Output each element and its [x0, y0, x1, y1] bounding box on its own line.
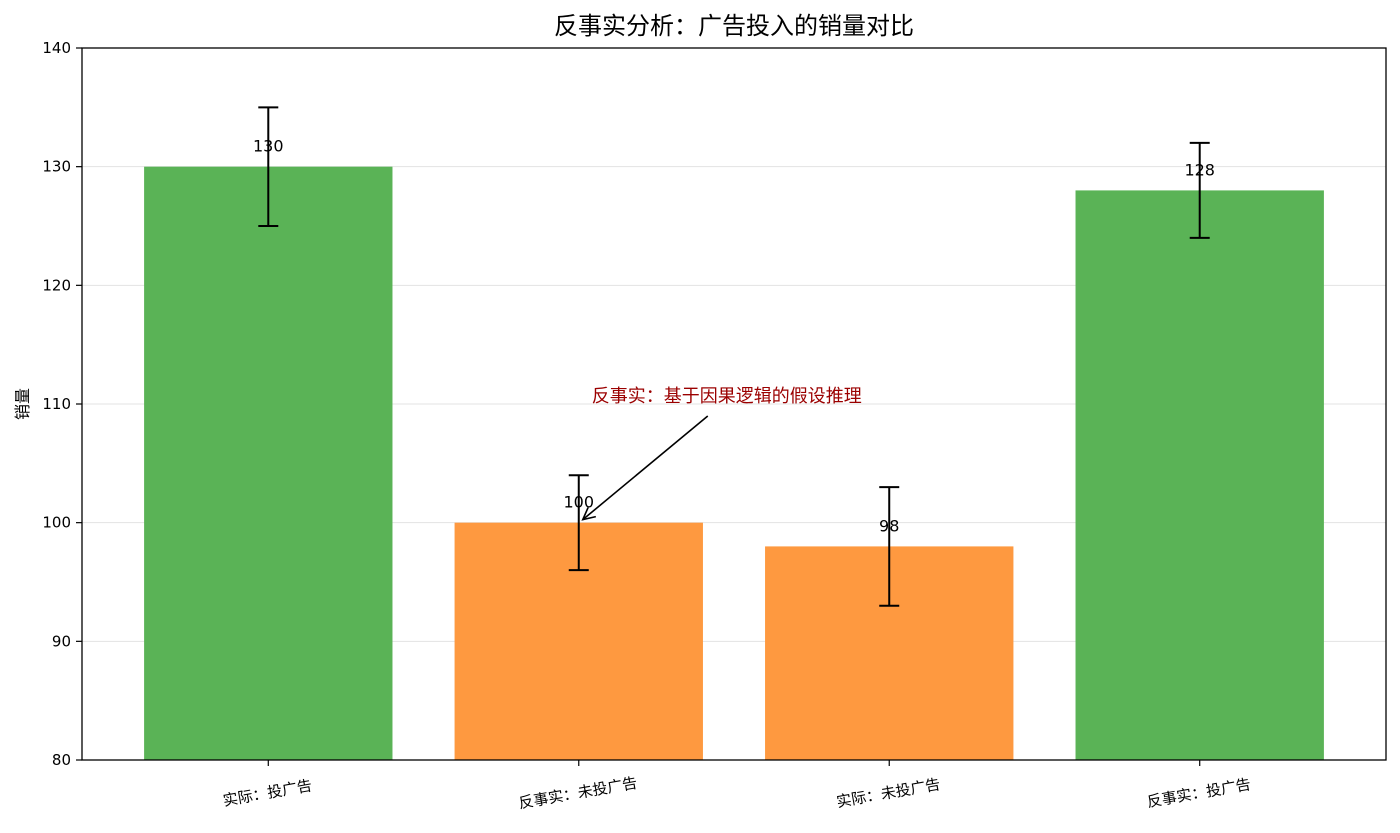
annotation-text: 反事实：基于因果逻辑的假设推理 [592, 386, 862, 407]
chart-title: 反事实分析：广告投入的销量对比 [554, 12, 914, 40]
x-tick-label-1: 实际：投广告 [222, 776, 314, 809]
value-labels: 130 100 98 128 [253, 137, 1215, 536]
annotation: 反事实：基于因果逻辑的假设推理 [581, 386, 862, 521]
y-tick-label: 130 [42, 158, 71, 176]
x-tick-label-4: 反事实：投广告 [1146, 775, 1253, 811]
value-label-4: 128 [1184, 160, 1215, 179]
y-tick-label: 120 [42, 276, 71, 294]
annotation-arrow-head [581, 507, 597, 521]
error-bars [258, 106, 1210, 607]
y-tick-label: 80 [52, 751, 71, 769]
y-tick-label: 140 [42, 39, 71, 57]
bar-4 [1075, 190, 1324, 760]
y-axis-label: 销量 [13, 388, 32, 420]
y-tick-label: 100 [42, 514, 71, 532]
y-axis: 80 90 100 110 120 130 140 [42, 39, 82, 769]
bars [144, 166, 1324, 760]
y-tick-label: 110 [42, 395, 71, 413]
value-label-1: 130 [253, 137, 284, 156]
value-label-3: 98 [879, 516, 899, 535]
value-label-2: 100 [563, 493, 594, 512]
x-axis: 实际：投广告 反事实：未投广告 实际：未投广告 反事实：投广告 [222, 760, 1253, 813]
y-tick-label: 90 [52, 632, 71, 650]
bar-1 [144, 166, 393, 760]
x-tick-label-3: 实际：未投广告 [835, 775, 942, 811]
x-tick-label-2: 反事实：未投广告 [517, 774, 638, 813]
annotation-arrow [582, 415, 709, 521]
